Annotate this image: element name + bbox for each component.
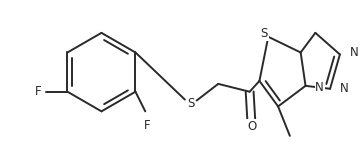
Text: N: N [340, 82, 348, 95]
Text: S: S [261, 27, 268, 40]
Text: N: N [350, 46, 359, 59]
Text: F: F [35, 85, 42, 98]
Text: N: N [315, 81, 324, 94]
Text: O: O [247, 120, 256, 133]
Text: S: S [187, 97, 194, 110]
Text: S: S [187, 97, 194, 110]
Text: F: F [144, 119, 150, 132]
